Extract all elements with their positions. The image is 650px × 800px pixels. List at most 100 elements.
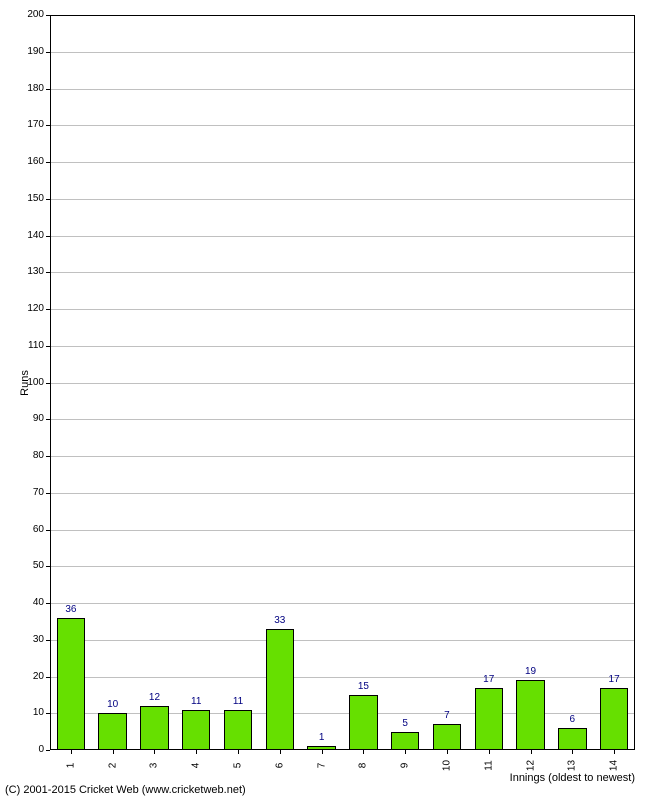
y-grid-line [51,162,634,163]
y-tick-label: 0 [18,744,44,755]
bar [182,710,210,750]
y-grid-line [51,456,634,457]
bar-value-label: 1 [307,732,335,743]
bar [516,680,544,750]
y-grid-line [51,493,634,494]
y-tick-label: 170 [18,119,44,130]
y-tick-mark [46,125,50,126]
bar-value-label: 17 [600,674,628,685]
runs-bar-chart: Runs Innings (oldest to newest) (C) 2001… [0,0,650,800]
x-tick-label: 8 [358,756,369,776]
y-tick-mark [46,750,50,751]
x-tick-mark [280,750,281,754]
y-tick-label: 190 [18,46,44,57]
x-tick-label: 7 [316,756,327,776]
x-tick-label: 2 [107,756,118,776]
y-tick-label: 200 [18,9,44,20]
bar [558,728,586,750]
y-grid-line [51,89,634,90]
x-tick-mark [238,750,239,754]
y-grid-line [51,713,634,714]
y-tick-mark [46,89,50,90]
y-tick-mark [46,456,50,457]
y-grid-line [51,199,634,200]
x-tick-mark [489,750,490,754]
y-grid-line [51,640,634,641]
x-tick-label: 12 [525,756,536,776]
x-tick-mark [405,750,406,754]
y-grid-line [51,236,634,237]
x-tick-mark [363,750,364,754]
y-tick-mark [46,713,50,714]
y-tick-mark [46,419,50,420]
y-tick-label: 120 [18,303,44,314]
bar-value-label: 6 [558,714,586,725]
y-tick-label: 180 [18,83,44,94]
x-tick-mark [154,750,155,754]
bar [433,724,461,750]
x-tick-mark [113,750,114,754]
y-tick-mark [46,383,50,384]
x-tick-mark [531,750,532,754]
y-tick-label: 150 [18,193,44,204]
x-tick-label: 9 [400,756,411,776]
y-tick-label: 90 [18,413,44,424]
bar [57,618,85,750]
y-tick-label: 130 [18,266,44,277]
y-tick-label: 100 [18,377,44,388]
bar [600,688,628,750]
x-tick-label: 11 [483,756,494,776]
x-tick-mark [322,750,323,754]
bar-value-label: 7 [433,710,461,721]
y-tick-mark [46,603,50,604]
x-tick-label: 5 [233,756,244,776]
bar-value-label: 10 [98,699,126,710]
bar-value-label: 15 [349,681,377,692]
bar [140,706,168,750]
y-tick-label: 80 [18,450,44,461]
y-tick-label: 70 [18,487,44,498]
y-tick-mark [46,640,50,641]
y-grid-line [51,52,634,53]
y-grid-line [51,677,634,678]
bar-value-label: 12 [140,692,168,703]
y-tick-mark [46,493,50,494]
y-tick-label: 60 [18,524,44,535]
y-grid-line [51,346,634,347]
x-tick-mark [196,750,197,754]
y-tick-label: 10 [18,707,44,718]
y-tick-mark [46,52,50,53]
y-grid-line [51,419,634,420]
x-tick-mark [614,750,615,754]
bar [98,713,126,750]
bar [475,688,503,750]
y-tick-label: 160 [18,156,44,167]
y-tick-mark [46,530,50,531]
y-grid-line [51,309,634,310]
bar [224,710,252,750]
x-tick-label: 1 [65,756,76,776]
bar [266,629,294,750]
x-tick-label: 3 [149,756,160,776]
bar-value-label: 33 [266,615,294,626]
y-tick-mark [46,346,50,347]
y-grid-line [51,383,634,384]
y-tick-mark [46,162,50,163]
y-tick-mark [46,309,50,310]
y-grid-line [51,603,634,604]
x-tick-mark [447,750,448,754]
y-tick-label: 20 [18,671,44,682]
y-tick-label: 140 [18,230,44,241]
y-tick-mark [46,236,50,237]
y-tick-mark [46,199,50,200]
copyright-text: (C) 2001-2015 Cricket Web (www.cricketwe… [5,784,246,796]
y-tick-label: 50 [18,560,44,571]
y-tick-label: 110 [18,340,44,351]
x-tick-label: 6 [274,756,285,776]
y-tick-mark [46,566,50,567]
y-grid-line [51,272,634,273]
bar-value-label: 5 [391,718,419,729]
bar-value-label: 11 [224,696,252,707]
bar [307,746,335,750]
y-tick-mark [46,272,50,273]
